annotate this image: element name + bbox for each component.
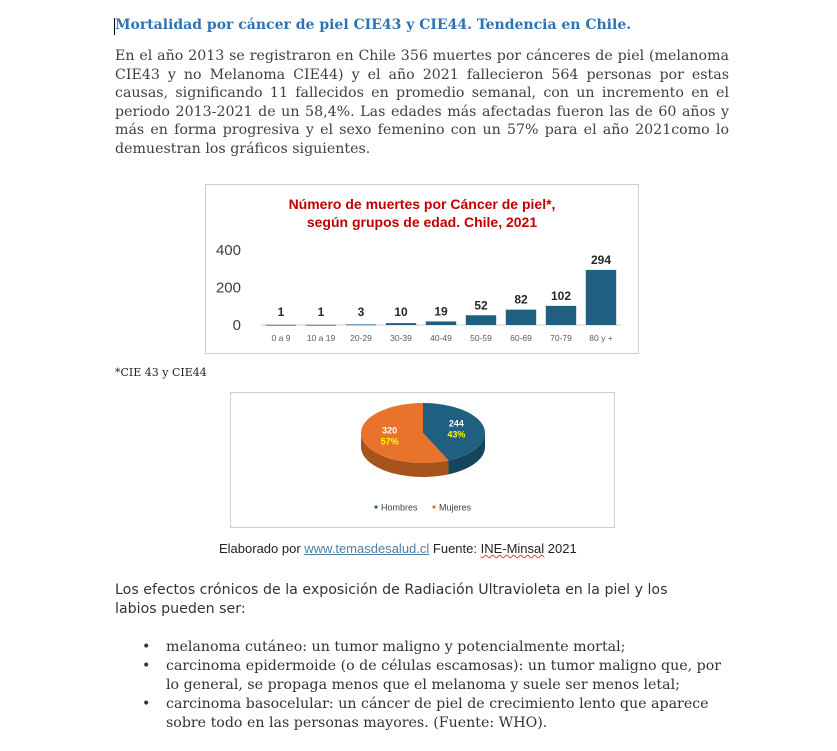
source-year: 2021 [544, 541, 577, 556]
source-middle: Fuente: [429, 541, 481, 556]
x-tick-label: 10 a 19 [307, 333, 336, 343]
source-link[interactable]: www.temasdesalud.cl [304, 541, 430, 556]
effects-intro: Los efectos crónicos de la exposición de… [115, 582, 668, 617]
pie-percent-label: 43% [447, 430, 465, 440]
pie-slice-side [448, 433, 485, 475]
x-tick-label: 30-39 [390, 333, 412, 343]
x-tick-label: 50-59 [470, 333, 492, 343]
bar-value-label: 1 [318, 305, 325, 319]
legend-marker [432, 505, 436, 509]
x-tick-label: 40-49 [430, 333, 452, 343]
bar-value-label: 52 [474, 298, 488, 312]
bar-value-label: 10 [394, 305, 408, 319]
chart-title-line-2: según grupos de edad. Chile, 2021 [307, 214, 537, 230]
legend-label: Hombres [381, 503, 418, 513]
bar [345, 324, 377, 326]
list-item-text: melanoma cutáneo: un tumor maligno y pot… [166, 639, 626, 655]
bar [465, 315, 497, 325]
list-item-text: carcinoma basocelular: un cáncer de piel… [166, 696, 709, 731]
list-item: • carcinoma epidermoide (o de células esc… [115, 657, 735, 695]
document-title: Mortalidad por cáncer de piel CIE43 y CI… [115, 17, 632, 33]
text-cursor [114, 18, 115, 35]
bar-chart-svg: Número de muertes por Cáncer de piel*, s… [216, 196, 621, 343]
x-tick-label: 70-79 [550, 333, 572, 343]
bar-value-label: 82 [514, 293, 528, 307]
pie-slice [423, 403, 486, 461]
source-agency: INE-Minsal [480, 541, 545, 556]
pie-value-label: 320 [382, 425, 397, 435]
x-tick-label: 80 y + [589, 333, 612, 343]
x-tick-label: 20-29 [350, 333, 372, 343]
bar [385, 323, 417, 325]
list-item: • carcinoma basocelular: un cáncer de pie… [115, 695, 735, 733]
chart-title-line-1: Número de muertes por Cáncer de piel*, [289, 196, 556, 212]
bullet-marker: • [142, 658, 151, 674]
bar-value-label: 19 [434, 304, 448, 318]
bar [425, 321, 457, 325]
list-item-text: carcinoma epidermoide (o de células esca… [166, 658, 722, 693]
bar [545, 305, 577, 325]
legend-label: Mujeres [439, 503, 472, 513]
x-tick-label: 60-69 [510, 333, 532, 343]
pie-percent-label: 57% [381, 436, 399, 446]
bullet-marker: • [142, 639, 151, 655]
bar [505, 309, 537, 325]
source-line: Elaborado por www.temasdesalud.cl Fuente… [219, 541, 577, 556]
chart-footnote: *CIE 43 y CIE44 [115, 366, 207, 379]
bar-value-label: 1 [278, 305, 285, 319]
pie-slice-side [361, 433, 449, 477]
pie-slice [361, 403, 449, 463]
bar-value-label: 102 [551, 289, 571, 303]
source-prefix: Elaborado por [219, 541, 305, 556]
bar-value-label: 294 [591, 253, 611, 267]
legend-marker [374, 505, 378, 509]
bar [265, 324, 297, 326]
bar-value-label: 3 [358, 305, 365, 319]
x-tick-label: 0 a 9 [272, 333, 291, 343]
sex-pie-chart: 244 43% 320 57% Hombres Mujeres [230, 392, 615, 528]
bullet-marker: • [142, 696, 151, 712]
y-tick-label: 200 [216, 280, 241, 297]
pie-value-label: 244 [449, 419, 464, 429]
bar [585, 269, 617, 325]
y-tick-label: 0 [233, 317, 241, 334]
bar [305, 324, 337, 326]
effects-list: • melanoma cutáneo: un tumor maligno y po… [115, 638, 735, 733]
intro-paragraph: En el año 2013 se registraron en Chile 3… [115, 48, 729, 157]
age-bar-chart: Número de muertes por Cáncer de piel*, s… [205, 184, 639, 354]
y-tick-label: 400 [216, 242, 241, 259]
list-item: • melanoma cutáneo: un tumor maligno y po… [115, 638, 735, 657]
